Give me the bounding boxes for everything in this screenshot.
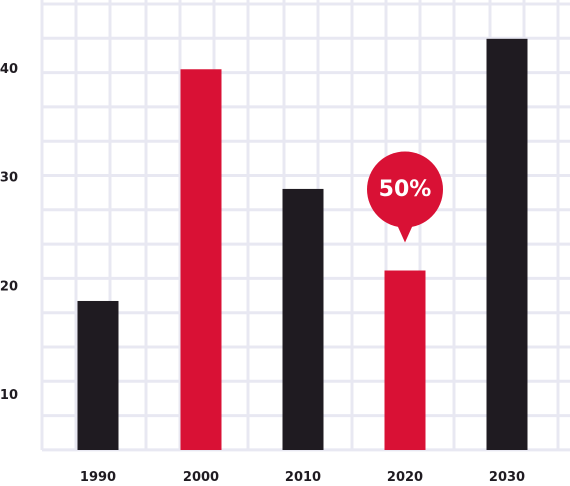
bar-2030 <box>486 38 528 451</box>
y-tick-label: 20 <box>0 279 18 294</box>
x-tick-label: 1990 <box>80 470 116 485</box>
bar-1990 <box>77 300 119 450</box>
y-axis-ticks: 10 20 30 40 <box>0 62 18 403</box>
annotation-badge-label: 50% <box>379 177 432 202</box>
annotation-badge-pointer <box>396 222 414 243</box>
bar-2010 <box>282 188 324 451</box>
bars <box>77 38 528 451</box>
x-tick-label: 2000 <box>183 470 219 485</box>
y-tick-label: 40 <box>0 62 18 77</box>
x-tick-label: 2030 <box>489 470 525 485</box>
bar-2000 <box>180 69 222 450</box>
x-tick-label: 2010 <box>285 470 321 485</box>
annotation-badge-circle <box>367 151 443 228</box>
y-tick-label: 10 <box>0 388 18 403</box>
x-axis-ticks: 1990 2000 2010 2020 2030 <box>80 470 525 485</box>
annotation-badge: 50% <box>367 151 443 243</box>
y-tick-label: 30 <box>0 171 18 186</box>
x-tick-label: 2020 <box>387 470 423 485</box>
bar-2020 <box>384 270 426 450</box>
